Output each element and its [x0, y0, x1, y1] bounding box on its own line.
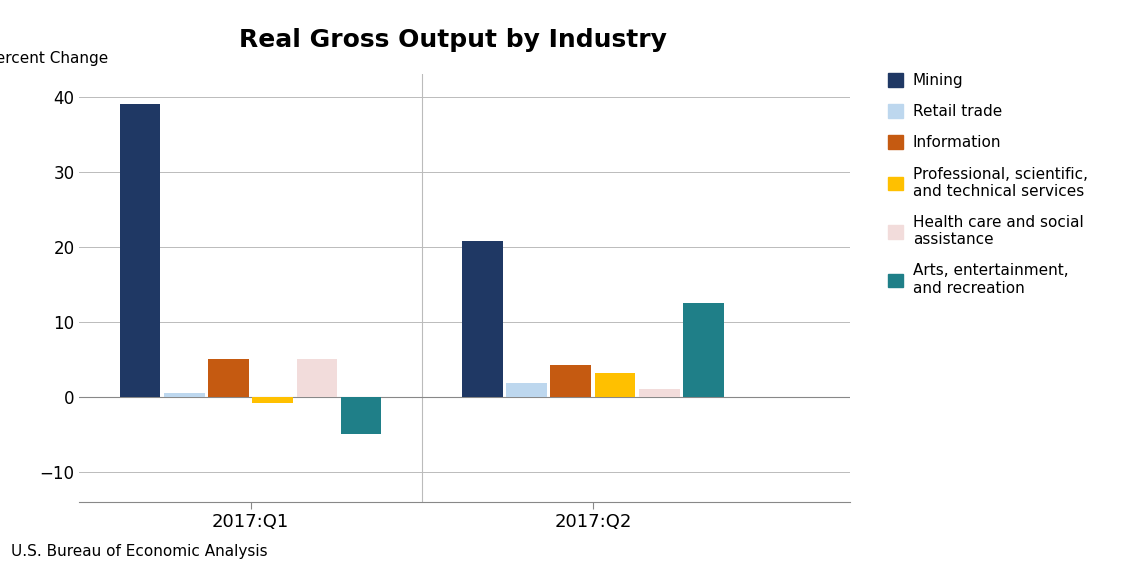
Bar [595, 373, 636, 397]
Bar [683, 303, 724, 397]
Text: U.S. Bureau of Economic Analysis: U.S. Bureau of Economic Analysis [11, 544, 269, 559]
Bar [506, 383, 547, 397]
Bar [551, 365, 591, 397]
Bar [120, 104, 160, 397]
Bar [639, 389, 680, 397]
Bar [208, 359, 249, 397]
Bar [253, 397, 293, 402]
Bar [164, 393, 205, 397]
Legend: Mining, Retail trade, Information, Professional, scientific,
and technical servi: Mining, Retail trade, Information, Profe… [888, 73, 1088, 296]
Text: Real Gross Output by Industry: Real Gross Output by Industry [239, 28, 667, 52]
Bar [341, 397, 382, 434]
Text: Percent Change: Percent Change [0, 51, 108, 66]
Bar [297, 359, 338, 397]
Bar [462, 241, 503, 397]
